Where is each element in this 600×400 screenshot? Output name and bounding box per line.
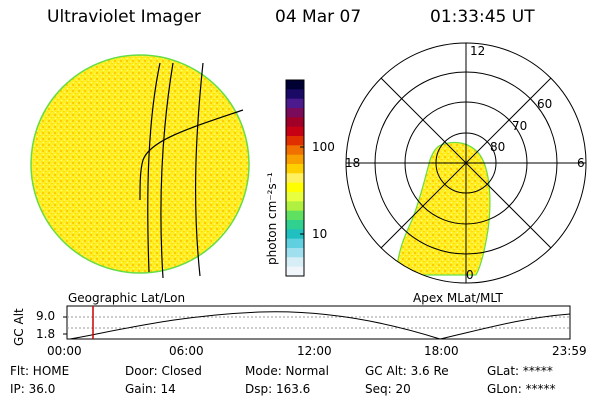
- polar-lat-60: 60: [537, 97, 553, 111]
- colorbar-segment: [286, 248, 304, 258]
- header-title: Ultraviolet Imager: [47, 7, 201, 27]
- uv-image: [30, 54, 250, 279]
- colorbar-segment: [286, 266, 304, 277]
- colorbar-segment: [286, 98, 304, 109]
- polar-mlt-12: 12: [470, 44, 486, 58]
- altitude-plot: [63, 305, 571, 340]
- altitude-xtick: 18:00: [424, 344, 459, 358]
- colorbar-segment: [286, 210, 304, 221]
- colorbar-segment: [286, 257, 304, 268]
- altitude-ylabel: GC Alt: [12, 308, 26, 346]
- polar-plot: [345, 42, 587, 284]
- status-ip: IP: 36.0: [10, 382, 56, 396]
- header-time: 01:33:45 UT: [430, 7, 535, 27]
- colorbar-segment: [286, 136, 304, 146]
- polar-lat-70: 70: [512, 119, 528, 133]
- altitude-xtick: 23:59: [552, 344, 587, 358]
- status-mode: Mode: Normal: [245, 364, 329, 378]
- colorbar-segment: [286, 117, 304, 128]
- colorbar-unit-label: photon cm⁻²s⁻¹: [265, 172, 279, 265]
- colorbar-segment: [286, 229, 304, 240]
- status-gain: Gain: 14: [125, 382, 176, 396]
- image-projection-label: Geographic Lat/Lon: [68, 291, 186, 305]
- uv-image-disk: [30, 54, 250, 274]
- geo-grid-lines: [139, 62, 244, 279]
- altitude-xtick: 12:00: [297, 344, 332, 358]
- status-dsp: Dsp: 163.6: [245, 382, 311, 396]
- status-seq: Seq: 20: [365, 382, 411, 396]
- polar-mlt-18: 18: [345, 156, 361, 170]
- colorbar-segment: [286, 89, 304, 100]
- colorbar-segment: [286, 108, 304, 118]
- auroral-oval: [395, 141, 491, 276]
- status-door: Door: Closed: [125, 364, 202, 378]
- status-glat: GLat: *****: [487, 364, 553, 378]
- colorbar-segment: [286, 192, 304, 202]
- colorbar-segment: [286, 173, 304, 184]
- altitude-curve: [69, 311, 571, 340]
- header-date: 04 Mar 07: [275, 7, 362, 27]
- polar-projection-label: Apex MLat/MLT: [413, 291, 503, 305]
- colorbar-segment: [286, 80, 304, 90]
- altitude-ytick-1-8: 1.8: [36, 327, 56, 341]
- colorbar-tick-10: 10: [312, 227, 328, 241]
- colorbar-segment: [286, 154, 304, 165]
- colorbar-segment: [286, 145, 304, 156]
- polar-mlt-6: 6: [577, 156, 585, 170]
- colorbar-segment: [286, 238, 304, 249]
- colorbar-segment: [286, 201, 304, 212]
- colorbar: [285, 79, 305, 277]
- colorbar-segment: [286, 182, 304, 193]
- colorbar-segment: [286, 220, 304, 230]
- polar-lat-80: 80: [490, 140, 506, 154]
- colorbar-tick-100: 100: [312, 140, 335, 154]
- polar-mlt-0: 0: [466, 268, 474, 282]
- status-glon: GLon: *****: [487, 382, 556, 396]
- altitude-xtick: 00:00: [47, 344, 82, 358]
- status-flt: Flt: HOME: [10, 364, 70, 378]
- altitude-xtick: 06:00: [169, 344, 204, 358]
- status-gc-alt: GC Alt: 3.6 Re: [365, 364, 449, 378]
- altitude-ytick-9: 9.0: [36, 309, 56, 323]
- colorbar-segment: [286, 126, 304, 137]
- colorbar-segment: [286, 164, 304, 174]
